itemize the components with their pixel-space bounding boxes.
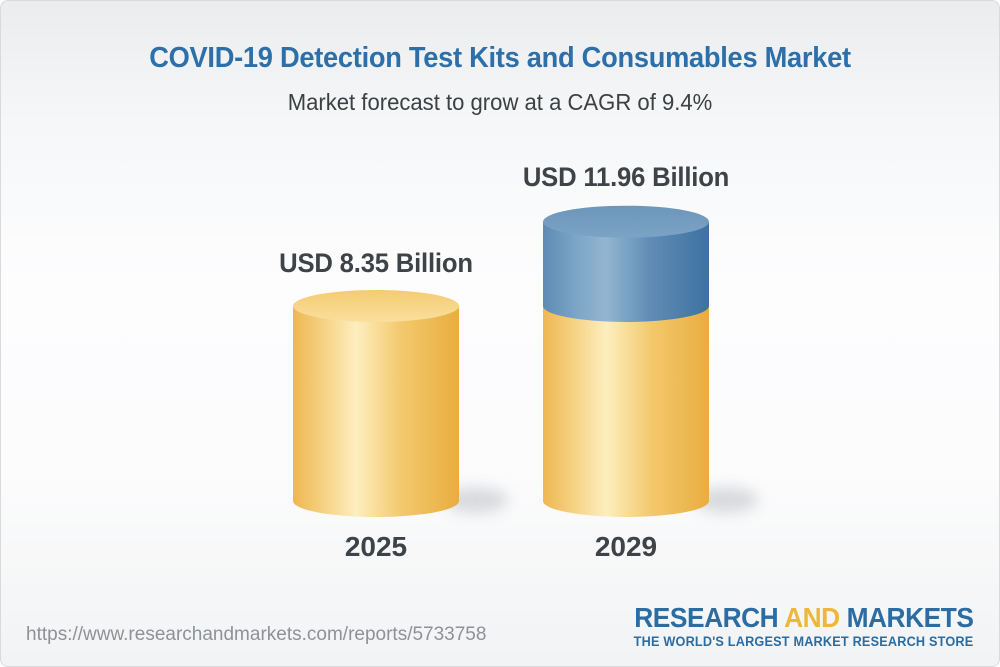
cylinder-shadow xyxy=(444,487,508,513)
research-and-markets-logo: RESEARCH AND MARKETS THE WORLD'S LARGEST… xyxy=(633,604,973,649)
bars-layer xyxy=(293,205,758,517)
report-url: https://www.researchandmarkets.com/repor… xyxy=(26,624,487,645)
logo-tagline: THE WORLD'S LARGEST MARKET RESEARCH STOR… xyxy=(633,634,973,649)
cylinder-segment-base xyxy=(543,306,709,517)
logo-word-markets: MARKETS xyxy=(846,602,973,633)
bar-category-label: 2025 xyxy=(344,531,408,562)
bar-value-label: USD 8.35 Billion xyxy=(279,248,473,278)
cylinder-top xyxy=(543,205,709,238)
bar-category-label: 2029 xyxy=(594,531,658,562)
chart-subtitle: Market forecast to grow at a CAGR of 9.4… xyxy=(287,89,713,115)
cylinder-segment-base xyxy=(293,306,459,517)
logo-wordmark: RESEARCH AND MARKETS xyxy=(633,602,974,633)
logo-word-and: AND xyxy=(783,602,840,633)
cylinder-shadow xyxy=(694,487,758,513)
bar-value-label: USD 11.96 Billion xyxy=(522,162,730,192)
logo-word-research: RESEARCH xyxy=(633,602,778,633)
cylinder-segment-growth xyxy=(543,221,709,322)
chart-title: COVID-19 Detection Test Kits and Consuma… xyxy=(149,42,851,74)
cylinder-top xyxy=(293,290,459,322)
